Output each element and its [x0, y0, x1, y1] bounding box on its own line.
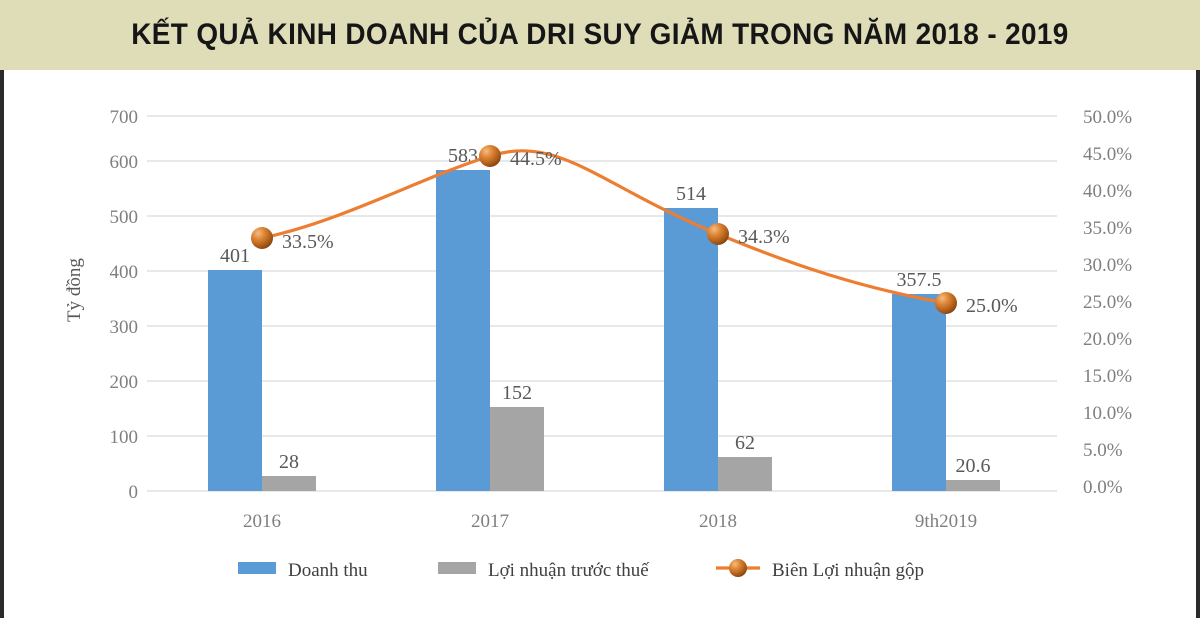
chart-legend: Doanh thu Lợi nhuận trước thuế Biên Lợi …	[238, 559, 924, 581]
label-profit-9th2019: 20.6	[956, 455, 991, 477]
label-revenue-9th2019: 357.5	[897, 269, 942, 291]
legend-item-revenue[interactable]: Doanh thu	[238, 560, 368, 581]
left-tick-500: 500	[110, 207, 139, 228]
blue-square-swatch-icon	[238, 562, 276, 574]
margin-data-labels: 33.5% 44.5% 34.3% 25.0%	[282, 148, 1018, 317]
profit-data-labels: 28 152 62 20.6	[279, 382, 991, 477]
right-tick-45: 45.0%	[1083, 144, 1132, 165]
left-tick-100: 100	[110, 427, 139, 448]
marker-2016	[251, 227, 273, 249]
right-tick-5: 5.0%	[1083, 440, 1123, 461]
page-title: KẾT QUẢ KINH DOANH CỦA DRI SUY GIẢM TRON…	[131, 18, 1069, 51]
margin-line	[260, 149, 948, 305]
cat-label-9th2019: 9th2019	[915, 511, 977, 532]
marker-2018	[707, 223, 729, 245]
revenue-data-labels: 401 583 514 357.5	[220, 145, 942, 291]
legend-label-profit: Lợi nhuận trước thuế	[488, 560, 649, 581]
right-tick-20: 20.0%	[1083, 329, 1132, 350]
right-tick-50: 50.0%	[1083, 107, 1132, 128]
chart-frame: 700 600 500 400 300 200 100 0 Tỷ đồng 50…	[0, 70, 1200, 618]
legend-item-profit[interactable]: Lợi nhuận trước thuế	[438, 560, 649, 581]
label-margin-2016: 33.5%	[282, 231, 334, 253]
right-tick-40: 40.0%	[1083, 181, 1132, 202]
legend-label-revenue: Doanh thu	[288, 560, 368, 581]
left-tick-0: 0	[129, 482, 139, 503]
label-revenue-2016: 401	[220, 245, 250, 267]
bar-revenue-2017	[436, 170, 490, 491]
label-margin-2017: 44.5%	[510, 148, 562, 170]
right-tick-0: 0.0%	[1083, 477, 1123, 498]
left-tick-700: 700	[110, 107, 139, 128]
label-profit-2016: 28	[279, 451, 299, 473]
left-tick-300: 300	[110, 317, 139, 338]
left-tick-400: 400	[110, 262, 139, 283]
right-tick-10: 10.0%	[1083, 403, 1132, 424]
bar-revenue-9th2019	[892, 294, 946, 491]
gray-square-swatch-icon	[438, 562, 476, 574]
label-revenue-2018: 514	[676, 183, 706, 205]
right-tick-15: 15.0%	[1083, 366, 1132, 387]
cat-label-2017: 2017	[471, 511, 509, 532]
bar-revenue-2018	[664, 208, 718, 491]
bar-profit-2016	[262, 476, 316, 491]
label-profit-2018: 62	[735, 432, 755, 454]
left-axis-ticks: 700 600 500 400 300 200 100 0	[110, 107, 139, 503]
label-profit-2017: 152	[502, 382, 532, 404]
bar-revenue-2016	[208, 270, 262, 491]
label-revenue-2017: 583	[448, 145, 478, 167]
left-tick-200: 200	[110, 372, 139, 393]
margin-markers	[251, 145, 957, 314]
bar-profit-2017	[490, 407, 544, 491]
cat-label-2018: 2018	[699, 511, 737, 532]
label-margin-9th2019: 25.0%	[966, 295, 1018, 317]
label-margin-2018: 34.3%	[738, 226, 790, 248]
legend-label-margin: Biên Lợi nhuận gộp	[772, 560, 924, 581]
orange-marker-dot-icon	[729, 559, 747, 577]
right-axis-ticks: 50.0% 45.0% 40.0% 35.0% 30.0% 25.0% 20.0…	[1083, 107, 1132, 498]
right-tick-35: 35.0%	[1083, 218, 1132, 239]
right-tick-25: 25.0%	[1083, 292, 1132, 313]
category-labels: 2016 2017 2018 9th2019	[243, 511, 977, 532]
bar-profit-9th2019	[946, 480, 1000, 491]
marker-2017	[479, 145, 501, 167]
cat-label-2016: 2016	[243, 511, 281, 532]
legend-item-margin[interactable]: Biên Lợi nhuận gộp	[716, 559, 924, 581]
left-axis-title: Tỷ đồng	[64, 258, 85, 322]
left-tick-600: 600	[110, 152, 139, 173]
right-tick-30: 30.0%	[1083, 255, 1132, 276]
marker-9th2019	[935, 292, 957, 314]
bar-profit-2018	[718, 457, 772, 491]
title-banner: KẾT QUẢ KINH DOANH CỦA DRI SUY GIẢM TRON…	[0, 0, 1200, 70]
